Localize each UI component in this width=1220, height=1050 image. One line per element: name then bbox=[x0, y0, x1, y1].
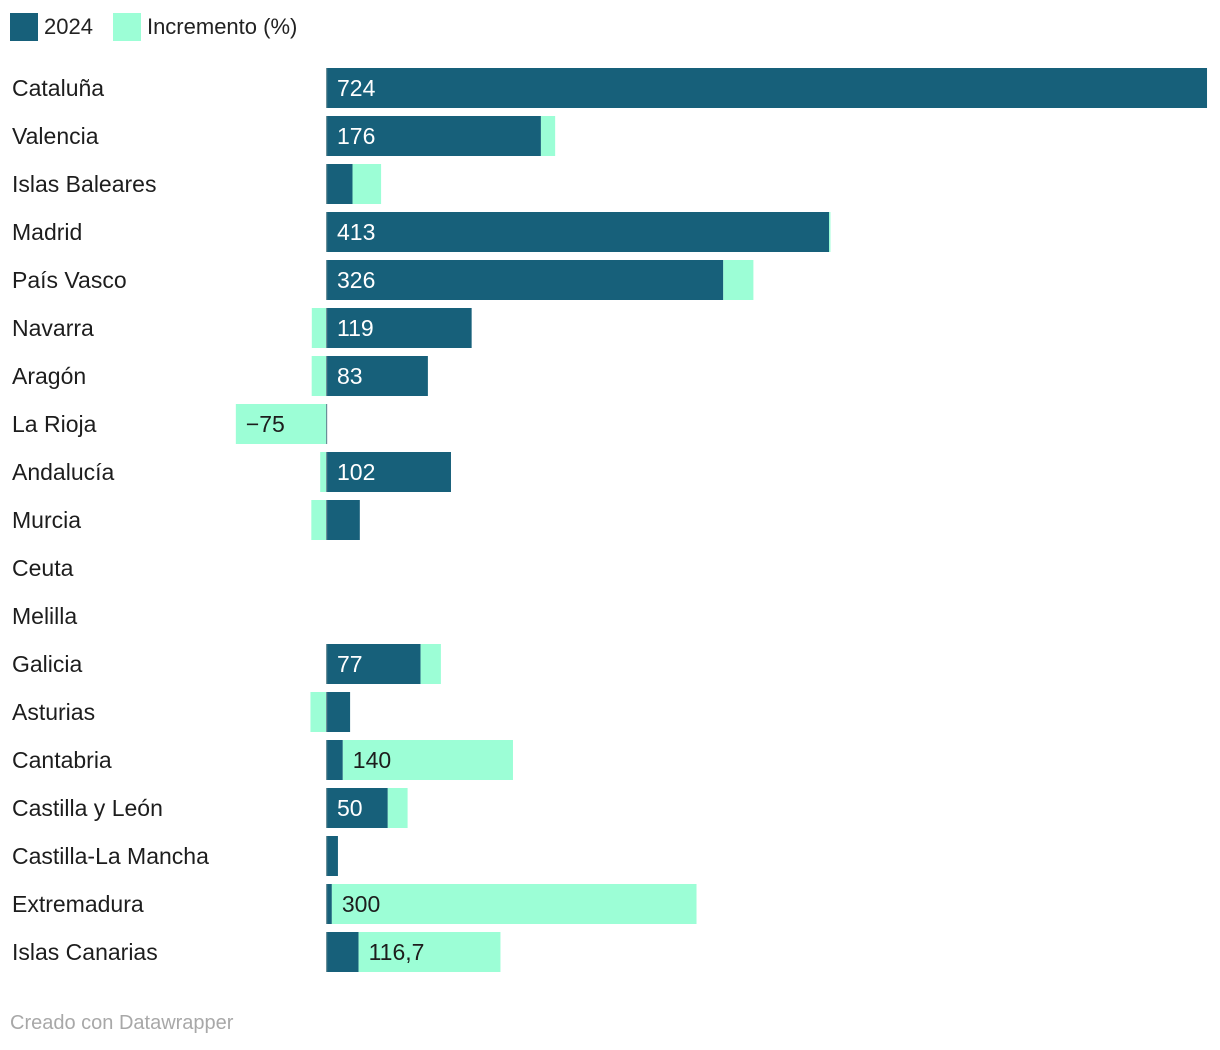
value-label-2024-madrid: 413 bbox=[337, 219, 375, 245]
baseline-tick-castilla-y-leon bbox=[326, 788, 328, 828]
bar-2024-andalucia bbox=[327, 452, 451, 492]
legend-label-incremento: Incremento (%) bbox=[146, 14, 298, 39]
baseline-tick-cataluna bbox=[326, 68, 328, 108]
bar-incremento-extremadura bbox=[331, 884, 697, 924]
legend-swatch-2024 bbox=[10, 13, 38, 41]
value-label-2024-aragon: 83 bbox=[337, 363, 363, 389]
category-label-islas-baleares: Islas Baleares bbox=[12, 171, 156, 197]
category-label-ceuta: Ceuta bbox=[12, 555, 74, 581]
baseline-tick-madrid bbox=[326, 212, 328, 252]
bar-incremento-valencia bbox=[540, 116, 556, 156]
baseline-tick-andalucia bbox=[326, 452, 328, 492]
bar-2024-galicia bbox=[327, 644, 421, 684]
bar-2024-valencia bbox=[327, 116, 541, 156]
bar-incremento-la-rioja bbox=[235, 404, 327, 444]
category-label-castilla-la-mancha: Castilla-La Mancha bbox=[12, 843, 209, 869]
bar-incremento-pais-vasco bbox=[723, 260, 754, 300]
bar-incremento-islas-canarias bbox=[358, 932, 501, 972]
category-label-islas-canarias: Islas Canarias bbox=[12, 939, 158, 965]
category-label-cataluna: Cataluña bbox=[12, 75, 104, 101]
legend-label-2024: 2024 bbox=[44, 14, 93, 39]
baseline-tick-extremadura bbox=[326, 884, 328, 924]
value-label-2024-valencia: 176 bbox=[337, 123, 375, 149]
category-label-madrid: Madrid bbox=[12, 219, 82, 245]
value-label-2024-navarra: 119 bbox=[337, 315, 374, 341]
category-label-la-rioja: La Rioja bbox=[12, 411, 97, 437]
category-label-navarra: Navarra bbox=[12, 315, 94, 341]
category-label-extremadura: Extremadura bbox=[12, 891, 144, 917]
bar-incremento-islas-baleares bbox=[352, 164, 382, 204]
value-label-2024-castilla-y-leon: 50 bbox=[337, 795, 363, 821]
value-label-2024-cataluna: 724 bbox=[337, 75, 376, 101]
bar-2024-aragon bbox=[327, 356, 428, 396]
value-label-incremento-cantabria: 140 bbox=[353, 747, 391, 773]
value-label-incremento-islas-canarias: 116,7 bbox=[369, 939, 425, 965]
value-label-incremento-extremadura: 300 bbox=[342, 891, 380, 917]
bar-incremento-madrid bbox=[829, 212, 831, 252]
category-label-andalucia: Andalucía bbox=[12, 459, 115, 485]
bar-2024-islas-baleares bbox=[327, 164, 353, 204]
bar-2024-extremadura bbox=[327, 884, 332, 924]
baseline-tick-valencia bbox=[326, 116, 328, 156]
category-label-galicia: Galicia bbox=[12, 651, 83, 677]
bar-incremento-murcia bbox=[311, 500, 327, 540]
category-label-cantabria: Cantabria bbox=[12, 747, 112, 773]
bar-incremento-cantabria bbox=[342, 740, 513, 780]
legend-item-incremento[interactable]: Incremento (%) bbox=[112, 13, 298, 41]
bar-incremento-andalucia bbox=[320, 452, 327, 492]
bar-2024-navarra bbox=[327, 308, 472, 348]
category-label-pais-vasco: País Vasco bbox=[12, 267, 127, 293]
category-label-castilla-y-leon: Castilla y León bbox=[12, 795, 163, 821]
baseline-tick-islas-baleares bbox=[326, 164, 328, 204]
bar-incremento-asturias bbox=[310, 692, 327, 732]
value-label-2024-andalucia: 102 bbox=[337, 459, 375, 485]
category-label-murcia: Murcia bbox=[12, 507, 81, 533]
category-label-asturias: Asturias bbox=[12, 699, 95, 725]
value-label-incremento-la-rioja: −75 bbox=[246, 411, 285, 437]
value-label-2024-pais-vasco: 326 bbox=[337, 267, 375, 293]
legend: 2024 Incremento (%) bbox=[10, 12, 317, 42]
bar-incremento-castilla-y-leon bbox=[387, 788, 408, 828]
baseline-tick-cantabria bbox=[326, 740, 328, 780]
category-label-aragon: Aragón bbox=[12, 363, 86, 389]
baseline-tick-islas-canarias bbox=[326, 932, 328, 972]
baseline-tick-la-rioja bbox=[326, 404, 328, 444]
bar-incremento-navarra bbox=[311, 308, 327, 348]
bar-2024-islas-canarias bbox=[327, 932, 359, 972]
bar-2024-murcia bbox=[327, 500, 360, 540]
bar-incremento-aragon bbox=[311, 356, 327, 396]
bar-2024-cataluna bbox=[327, 68, 1208, 108]
bar-2024-castilla-y-leon bbox=[327, 788, 388, 828]
baseline-tick-galicia bbox=[326, 644, 328, 684]
bar-2024-castilla-la-mancha bbox=[327, 836, 338, 876]
baseline-tick-asturias bbox=[326, 692, 328, 732]
bar-2024-madrid bbox=[327, 212, 830, 252]
bar-2024-pais-vasco bbox=[327, 260, 724, 300]
category-label-melilla: Melilla bbox=[12, 603, 77, 629]
source-note: Creado con Datawrapper bbox=[10, 1012, 234, 1034]
bar-2024-cantabria bbox=[327, 740, 343, 780]
baseline-tick-pais-vasco bbox=[326, 260, 328, 300]
baseline-tick-aragon bbox=[326, 356, 328, 396]
bar-2024-asturias bbox=[327, 692, 351, 732]
legend-item-2024[interactable]: 2024 bbox=[10, 13, 93, 41]
baseline-tick-murcia bbox=[326, 500, 328, 540]
legend-swatch-incremento bbox=[112, 13, 141, 41]
baseline-tick-navarra bbox=[326, 308, 328, 348]
bar-chart: Cataluña 724 Valencia 176 Islas Baleares Madr… bbox=[12, 68, 1208, 972]
bar-incremento-galicia bbox=[420, 644, 441, 684]
category-label-valencia: Valencia bbox=[12, 123, 99, 149]
value-label-2024-galicia: 77 bbox=[337, 651, 363, 677]
baseline-tick-castilla-la-mancha bbox=[326, 836, 328, 876]
